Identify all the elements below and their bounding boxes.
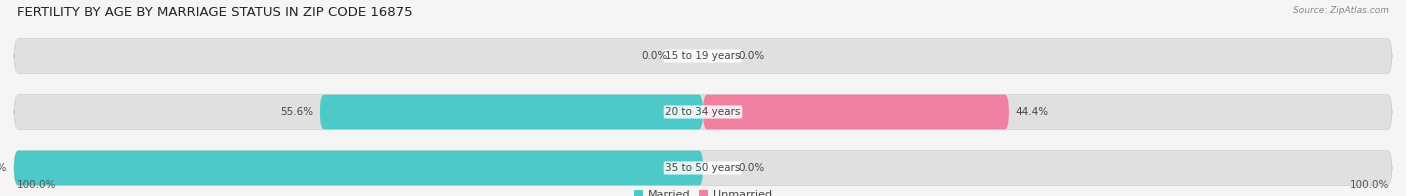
FancyBboxPatch shape (14, 95, 1392, 129)
Text: 100.0%: 100.0% (17, 180, 56, 190)
Text: 55.6%: 55.6% (280, 107, 314, 117)
Text: Source: ZipAtlas.com: Source: ZipAtlas.com (1294, 6, 1389, 15)
FancyBboxPatch shape (703, 95, 1010, 129)
Text: 44.4%: 44.4% (1017, 107, 1049, 117)
Text: 20 to 34 years: 20 to 34 years (665, 107, 741, 117)
FancyBboxPatch shape (321, 95, 703, 129)
Text: 100.0%: 100.0% (0, 163, 7, 173)
FancyBboxPatch shape (14, 151, 1392, 185)
Text: 0.0%: 0.0% (641, 51, 668, 61)
Legend: Married, Unmarried: Married, Unmarried (634, 190, 772, 196)
FancyBboxPatch shape (14, 151, 703, 185)
Text: 35 to 50 years: 35 to 50 years (665, 163, 741, 173)
Text: 0.0%: 0.0% (738, 163, 765, 173)
Text: 100.0%: 100.0% (1350, 180, 1389, 190)
FancyBboxPatch shape (14, 39, 1392, 73)
Text: FERTILITY BY AGE BY MARRIAGE STATUS IN ZIP CODE 16875: FERTILITY BY AGE BY MARRIAGE STATUS IN Z… (17, 6, 412, 19)
Text: 0.0%: 0.0% (738, 51, 765, 61)
Text: 15 to 19 years: 15 to 19 years (665, 51, 741, 61)
